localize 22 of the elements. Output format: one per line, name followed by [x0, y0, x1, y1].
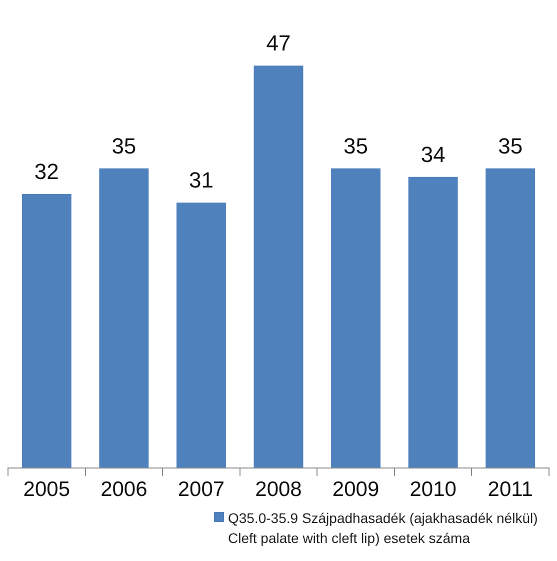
bar	[99, 168, 149, 468]
x-tick-label: 2006	[100, 478, 148, 502]
data-label: 35	[344, 133, 368, 158]
data-label: 47	[266, 30, 291, 56]
x-tick-label: 2007	[178, 478, 225, 502]
bar	[254, 66, 304, 468]
x-tick-label: 2009	[332, 478, 380, 502]
x-tick-label: 2010	[410, 478, 456, 502]
bar	[408, 176, 458, 468]
x-tick-label: 2005	[23, 478, 70, 502]
data-label: 31	[188, 168, 214, 193]
data-label: 35	[498, 133, 523, 158]
bar	[486, 168, 536, 468]
data-label: 35	[112, 133, 136, 158]
x-tick-label: 2011	[488, 478, 533, 502]
data-label: 34	[420, 142, 446, 167]
data-label: 32	[34, 159, 59, 184]
bar	[22, 194, 72, 468]
x-tick-label: 2008	[255, 478, 302, 502]
bar	[331, 168, 381, 468]
bar	[176, 202, 226, 468]
legend-label: Q35.0-35.9 Szájpadhasadék (ajakhasadék nélkül) Cleft palate with cleft lip) esetek száma	[228, 509, 539, 548]
